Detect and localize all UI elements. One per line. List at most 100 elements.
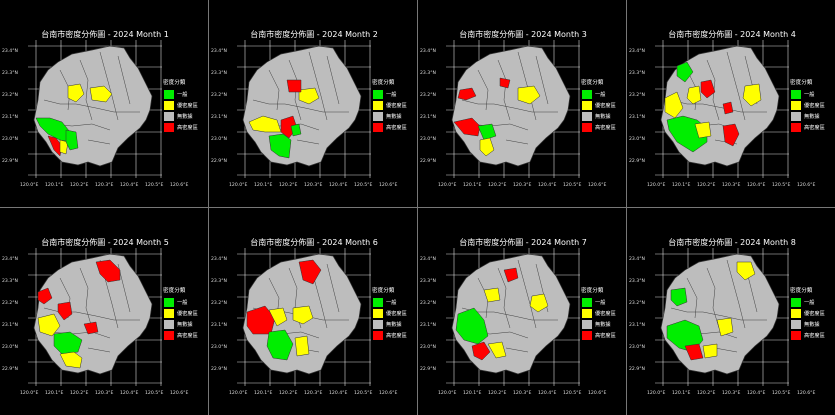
tainan-density-map: 23.4°N 23.3°N 23.2°N 23.1°N 23.0°N 22.9°N 120.… — [420, 40, 606, 188]
map-title: 台南市密度分佈圖 - 2024 Month 7 — [459, 238, 587, 247]
lat-tick-label: 23.2°N — [629, 300, 645, 306]
lon-tick-label: 120.6°E — [379, 182, 397, 188]
legend-label: 一般 — [595, 92, 606, 98]
district-yellow — [59, 351, 83, 369]
legend: 密度分類 一般 優密度區 無數據 高密度區 — [581, 286, 616, 341]
district-base — [660, 253, 780, 375]
lat-tick-label: 23.0°N — [2, 344, 18, 350]
district-yellow — [294, 335, 310, 357]
district-green — [670, 287, 688, 307]
legend-swatch — [791, 101, 801, 110]
district-yellow — [89, 85, 113, 103]
legend: 密度分類 一般 優密度區 無數據 高密度區 — [790, 78, 825, 133]
lon-tick-label: 120.4°E — [538, 390, 556, 396]
lat-tick-label: 23.4°N — [2, 256, 18, 262]
legend-swatch — [791, 90, 801, 99]
district-boundaries — [43, 259, 140, 353]
map-title: 台南市密度分佈圖 - 2024 Month 5 — [41, 238, 169, 247]
legend-item: 高密度區 — [791, 122, 825, 133]
legend-item: 優密度區 — [164, 308, 198, 319]
district-green — [477, 123, 497, 141]
legend-item: 一般 — [791, 297, 825, 308]
map-panel-month-2: 23.4°N 23.3°N 23.2°N 23.1°N 23.0°N 22.9°N 120.… — [209, 0, 418, 208]
lat-tick-label: 23.0°N — [211, 136, 227, 142]
legend-label: 無數據 — [386, 114, 402, 120]
legend-label: 一般 — [386, 92, 397, 98]
lat-tick-label: 23.2°N — [420, 300, 436, 306]
map-title: 台南市密度分佈圖 - 2024 Month 1 — [41, 30, 169, 39]
map-title: 台南市密度分佈圖 - 2024 Month 2 — [250, 30, 378, 39]
lat-tick-label: 22.9°N — [420, 158, 436, 164]
legend-swatch — [582, 123, 592, 132]
legend-label: 無數據 — [177, 114, 193, 120]
lon-tick-label: 120.2°E — [697, 390, 715, 396]
lat-tick-label: 23.4°N — [2, 48, 18, 54]
lat-tick-label: 23.2°N — [211, 300, 227, 306]
map-title: 台南市密度分佈圖 - 2024 Month 6 — [250, 238, 378, 247]
legend-label: 無數據 — [804, 322, 820, 328]
legend-item: 無數據 — [164, 111, 198, 122]
district-yellow — [487, 341, 507, 359]
legend-swatch — [164, 320, 174, 329]
legend-item: 優密度區 — [582, 308, 616, 319]
district-green — [455, 307, 489, 345]
district-green — [65, 129, 79, 151]
lon-tick-label: 120.3°E — [304, 182, 322, 188]
legend-item: 一般 — [164, 89, 198, 100]
lat-tick-label: 22.9°N — [2, 158, 18, 164]
district-green — [266, 329, 294, 361]
lon-tick-label: 120.5°E — [772, 182, 790, 188]
legend-swatch — [164, 112, 174, 121]
lat-tick-label: 23.1°N — [420, 114, 436, 120]
district-red — [499, 77, 511, 89]
legend-label: 一般 — [804, 92, 815, 98]
lon-tick-label: 120.2°E — [697, 182, 715, 188]
district-base — [242, 45, 362, 167]
lat-tick-label: 23.2°N — [420, 92, 436, 98]
lat-tick-label: 23.2°N — [2, 300, 18, 306]
lon-tick-label: 120.5°E — [145, 390, 163, 396]
lon-tick-label: 120.1°E — [254, 390, 272, 396]
lat-tick-label: 23.3°N — [629, 278, 645, 284]
lon-tick-label: 120.3°E — [722, 390, 740, 396]
district-yellow — [517, 85, 541, 105]
legend-label: 優密度區 — [595, 311, 616, 317]
legend-title: 密度分類 — [372, 288, 395, 294]
legend-label: 一般 — [386, 300, 397, 306]
district-yellow — [529, 293, 549, 313]
legend: 密度分類 一般 優密度區 無數據 高密度區 — [581, 78, 616, 133]
legend-item: 優密度區 — [582, 100, 616, 111]
lat-tick-label: 23.1°N — [629, 322, 645, 328]
district-red — [286, 79, 302, 93]
legend-title: 密度分類 — [790, 288, 813, 294]
legend-label: 優密度區 — [386, 311, 407, 317]
district-red — [700, 79, 716, 99]
legend-swatch — [791, 320, 801, 329]
lon-tick-label: 120.5°E — [772, 390, 790, 396]
legend: 密度分類 一般 優密度區 無數據 高密度區 — [372, 286, 407, 341]
legend-swatch — [791, 112, 801, 121]
legend-label: 高密度區 — [595, 125, 616, 131]
lon-tick-label: 120.1°E — [463, 390, 481, 396]
legend-label: 一般 — [804, 300, 815, 306]
lat-tick-label: 23.4°N — [211, 48, 227, 54]
legend-swatch — [373, 298, 383, 307]
lat-tick-label: 23.1°N — [2, 114, 18, 120]
lon-tick-label: 120.5°E — [354, 182, 372, 188]
lon-tick-label: 120.5°E — [563, 182, 581, 188]
lon-tick-label: 120.4°E — [329, 390, 347, 396]
legend-title: 密度分類 — [163, 288, 186, 294]
lon-tick-label: 120.4°E — [120, 182, 138, 188]
district-boundaries — [461, 51, 558, 145]
lon-tick-label: 120.2°E — [279, 390, 297, 396]
legend-swatch — [582, 331, 592, 340]
legend-label: 優密度區 — [386, 103, 407, 109]
legend-label: 優密度區 — [804, 103, 825, 109]
district-red — [471, 341, 491, 361]
lon-tick-label: 120.4°E — [538, 182, 556, 188]
lat-tick-label: 23.4°N — [629, 48, 645, 54]
map-title: 台南市密度分佈圖 - 2024 Month 3 — [459, 30, 587, 39]
lat-tick-label: 23.1°N — [629, 114, 645, 120]
legend: 密度分類 一般 優密度區 無數據 高密度區 — [790, 286, 825, 341]
